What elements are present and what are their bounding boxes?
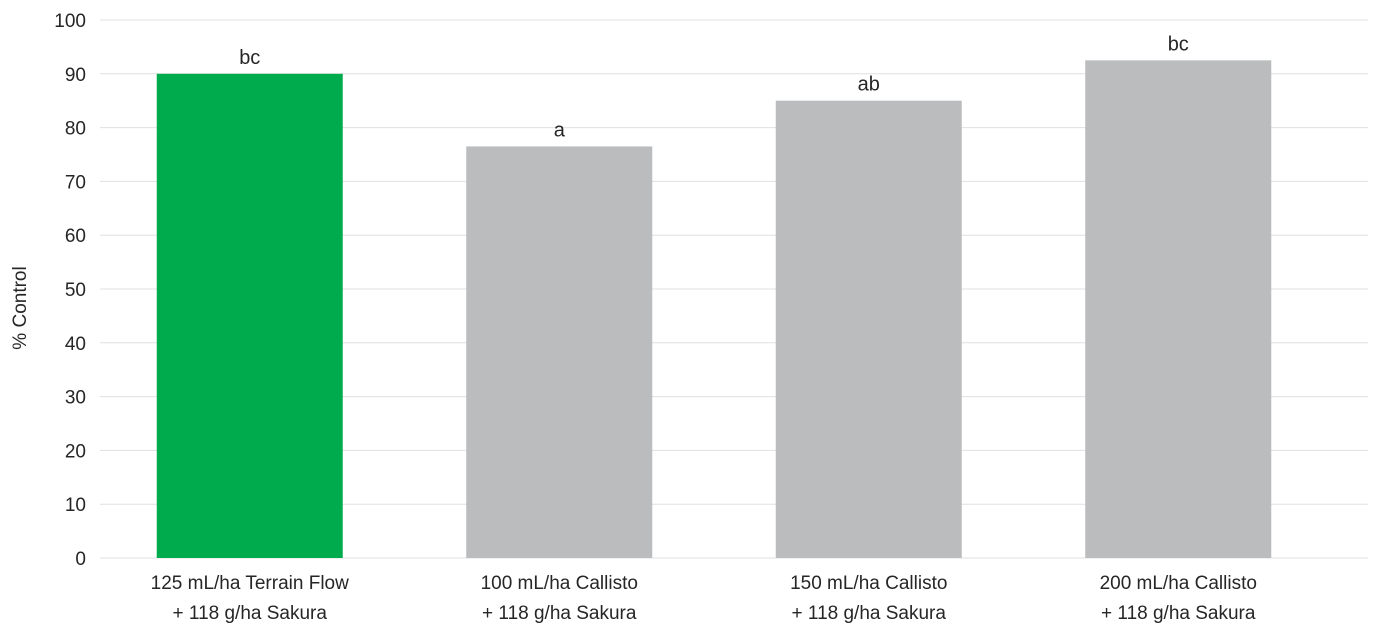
x-category-label: + 118 g/ha Sakura: [1101, 603, 1256, 624]
x-category-label: 125 mL/ha Terrain Flow: [151, 573, 349, 594]
y-tick-label: 0: [75, 549, 86, 570]
bar: [156, 73, 343, 559]
y-tick-label: 70: [65, 172, 86, 193]
bar-data-label: a: [554, 119, 566, 141]
y-tick-label: 60: [65, 226, 86, 247]
bar-data-label: ab: [858, 74, 880, 96]
x-category-label: + 118 g/ha Sakura: [482, 603, 637, 624]
x-axis-category-labels: 125 mL/ha Terrain Flow + 118 g/ha Sakura 1…: [151, 573, 1257, 624]
y-tick-label: 100: [54, 11, 86, 32]
y-tick-label: 80: [65, 119, 86, 140]
y-tick-label: 90: [65, 65, 86, 86]
y-tick-label: 50: [65, 280, 86, 301]
data-labels: bc a ab bc: [239, 33, 1189, 141]
y-tick-label: 30: [65, 388, 86, 409]
bar: [775, 100, 962, 558]
x-category-label: 200 mL/ha Callisto: [1100, 573, 1257, 594]
x-category-label: + 118 g/ha Sakura: [173, 603, 328, 624]
bar-data-label: bc: [1168, 33, 1189, 55]
y-tick-label: 20: [65, 441, 86, 462]
x-category-label: 100 mL/ha Callisto: [481, 573, 638, 594]
x-category-label: + 118 g/ha Sakura: [792, 603, 947, 624]
y-tick-label: 10: [65, 495, 86, 516]
bar: [1085, 60, 1272, 558]
bar: [466, 146, 653, 558]
y-tick-label: 40: [65, 334, 86, 355]
y-axis-title: % Control: [10, 266, 31, 349]
bar-data-label: bc: [239, 47, 260, 69]
x-category-label: 150 mL/ha Callisto: [790, 573, 947, 594]
y-axis-tick-labels: 0 10 20 30 40 50 60 70 80 90 100: [54, 11, 86, 570]
bars: [156, 60, 1272, 559]
